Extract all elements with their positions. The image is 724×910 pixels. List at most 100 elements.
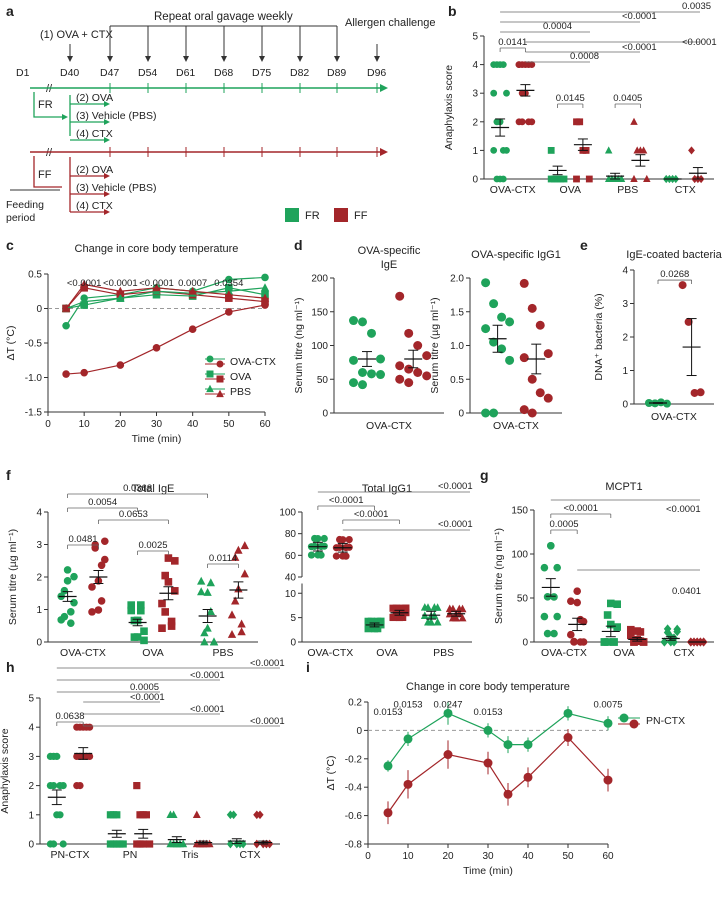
d1-point xyxy=(395,374,405,384)
c-xtick-label: 0 xyxy=(45,419,51,430)
panel-letter-c: c xyxy=(6,237,14,253)
b-xtick-label: PBS xyxy=(617,184,638,196)
group-arrow-head xyxy=(104,101,110,107)
d1-ylabel: Serum titre (ng ml⁻¹) xyxy=(293,298,305,394)
label-feeding-1: Feeding xyxy=(6,199,44,211)
p-value: 0.0401 xyxy=(672,586,701,597)
chart-d2: 0 0.5 1.0 1.5 2.0 Serum titre (µg ml⁻¹) OVA-sp… xyxy=(429,249,562,432)
f1-point xyxy=(206,606,215,615)
f1-point xyxy=(88,583,96,591)
b-ytick-label: 1 xyxy=(472,146,478,157)
f1-point xyxy=(63,577,72,585)
d1-point xyxy=(358,368,367,377)
c-legend-label: PBS xyxy=(230,386,251,398)
f1-point xyxy=(161,608,169,616)
f1-point xyxy=(70,572,78,581)
b-point xyxy=(560,175,568,183)
c-point xyxy=(188,325,197,334)
f2-point xyxy=(364,625,372,633)
i-point xyxy=(483,725,493,735)
b-point xyxy=(630,117,638,125)
f2-point xyxy=(317,551,325,559)
b-point xyxy=(515,61,523,68)
chart-b: 0 1 2 3 4 5 Anaphylaxis score OVA-CTX OVA PBS CTX 0… xyxy=(443,1,717,196)
h-point xyxy=(192,810,201,819)
d2-point xyxy=(481,324,491,334)
f1-point xyxy=(234,545,243,554)
d2-ylabel: Serum titre (µg ml⁻¹) xyxy=(429,297,441,393)
p-value: 0.0268 xyxy=(660,269,689,280)
f2-ytick-label: 40 xyxy=(285,573,297,584)
f2-point xyxy=(433,617,442,626)
f1-point xyxy=(171,587,179,595)
h-point xyxy=(59,840,67,848)
h-point xyxy=(179,839,188,848)
b-point xyxy=(490,147,498,154)
d2-point xyxy=(543,349,553,359)
p-value: 0.0007 xyxy=(178,278,207,289)
d2-point xyxy=(535,388,545,398)
d2-point xyxy=(497,312,507,322)
f2-point xyxy=(433,603,442,611)
i-xtick-label: 60 xyxy=(602,851,614,862)
i-xtick-label: 50 xyxy=(562,851,574,862)
i-ytick-label: -0.8 xyxy=(345,840,363,851)
c-point xyxy=(225,308,233,316)
label-allergen-challenge: Allergen challenge xyxy=(345,17,436,29)
c-point xyxy=(260,293,270,302)
f2-ytick-label: 100 xyxy=(279,508,296,519)
g-point xyxy=(547,541,555,550)
f2-point xyxy=(399,613,407,622)
c-point xyxy=(80,368,88,377)
i-legend-marker-ff xyxy=(629,719,639,729)
c-point xyxy=(261,297,269,306)
g-point xyxy=(567,630,575,639)
h-point xyxy=(146,840,154,848)
e-title: IgE-coated bacteria xyxy=(626,249,722,261)
c-point xyxy=(79,279,89,288)
gavage-arrow-head xyxy=(145,56,151,62)
c-point xyxy=(61,303,71,312)
g-ytick-label: 0 xyxy=(522,638,528,649)
p-value: 0.0354 xyxy=(214,278,243,289)
c-point xyxy=(79,297,89,306)
i-point xyxy=(503,789,513,799)
c-legend-marker-fr xyxy=(206,370,214,378)
i-series-line xyxy=(387,736,609,814)
f1-point xyxy=(164,554,173,562)
g-point xyxy=(613,623,621,631)
f1-point xyxy=(94,606,103,614)
c-xtick-label: 50 xyxy=(223,419,235,430)
i-xtick-label: 40 xyxy=(522,851,534,862)
p-value: 0.0153 xyxy=(473,707,502,718)
p-value: 0.0638 xyxy=(55,711,84,722)
day-label: D89 xyxy=(327,67,346,79)
e-ylabel: DNA⁺ bacteria (%) xyxy=(593,293,605,380)
c-ytick-label: -0.5 xyxy=(25,339,43,350)
f1-ytick-label: 3 xyxy=(36,540,42,551)
h-point xyxy=(113,840,121,848)
b-point xyxy=(503,147,510,154)
i-ylabel: ΔT (°C) xyxy=(325,756,337,791)
b-ytick-label: 4 xyxy=(472,60,478,71)
gavage-arrow-head xyxy=(67,56,73,62)
f2-point xyxy=(345,536,353,544)
day-label: D68 xyxy=(214,67,233,79)
c-ytick-label: -1.0 xyxy=(25,373,43,384)
p-value: 0.0368 xyxy=(123,483,152,494)
h-point xyxy=(139,840,147,848)
h-point xyxy=(86,723,94,731)
h-point xyxy=(76,782,84,790)
f1-point xyxy=(63,566,72,574)
h-xtick-label: PN-CTX xyxy=(50,849,89,861)
f2-xtick-label: PBS xyxy=(433,647,454,659)
d1-ytick-label: 50 xyxy=(317,375,329,386)
label-repeat-gavage: Repeat oral gavage weekly xyxy=(154,11,293,23)
panel-letter-h: h xyxy=(6,659,15,675)
d1-title-2: IgE xyxy=(381,259,398,271)
p-value: 0.0141 xyxy=(498,37,527,48)
legend-label-fr: FR xyxy=(305,210,320,222)
b-point xyxy=(547,147,555,154)
h-point xyxy=(169,810,178,819)
g-point xyxy=(540,612,549,621)
